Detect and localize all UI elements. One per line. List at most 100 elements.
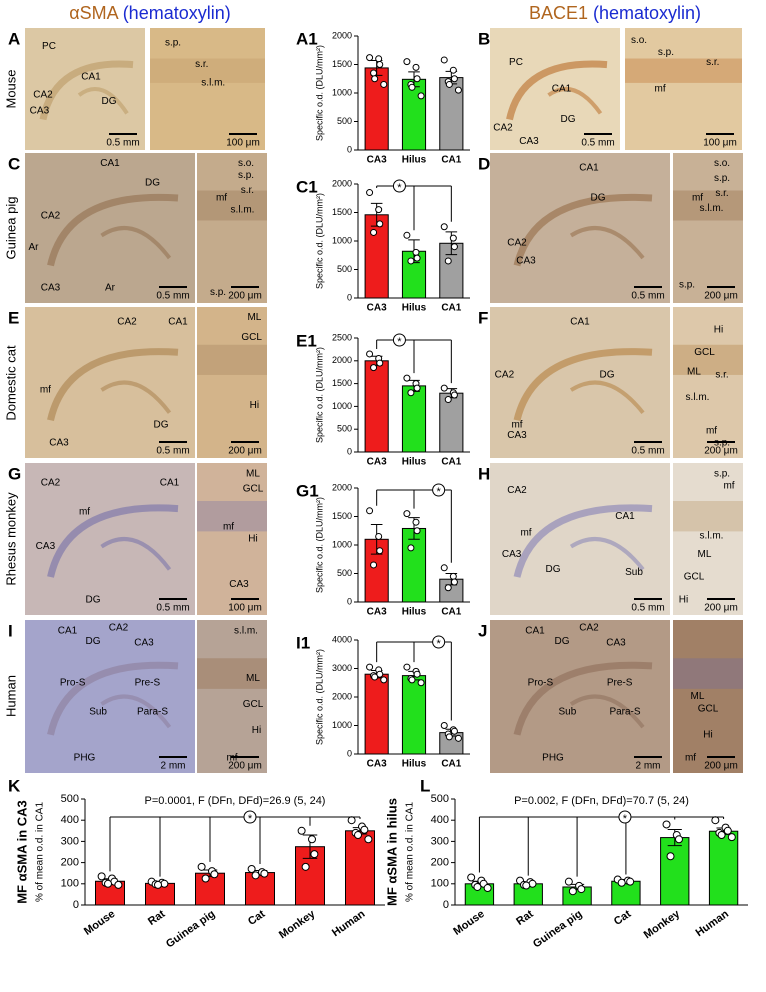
y-tick-label: 200 [431, 857, 449, 869]
region-label: s.p. [165, 37, 181, 48]
region-label: CA1 [570, 317, 590, 328]
data-point [727, 833, 736, 842]
y-axis-subtitle: % of mean o.d. in CA1 [405, 802, 416, 902]
y-tick-label: 1000 [332, 720, 352, 730]
panel-letter: E1 [296, 331, 317, 350]
x-tick-label: CA1 [441, 759, 461, 770]
scale-label: 200 μm [228, 291, 262, 302]
region-label: s.o. [714, 158, 730, 169]
data-point [440, 722, 448, 729]
region-label: CA2 [507, 238, 527, 249]
x-tick-label: Monkey [277, 908, 318, 942]
data-point [366, 663, 374, 671]
data-point [450, 75, 458, 83]
region-label: mf [685, 752, 696, 763]
data-point [247, 864, 256, 873]
panel-letter: K [8, 776, 21, 795]
stain-layer [673, 658, 743, 689]
data-point [375, 532, 383, 540]
region-label: CA1 [579, 163, 599, 174]
region-label: GCL [243, 483, 264, 494]
data-point [417, 92, 425, 100]
dentate-gyrus [569, 537, 645, 571]
region-label: CA1 [168, 317, 188, 328]
species-label: Guinea pig [3, 197, 18, 260]
significance-bracket [376, 641, 452, 721]
y-tick-label: 1500 [332, 378, 352, 388]
data-point [717, 831, 726, 840]
data-point [210, 870, 219, 879]
panel-letter: A [8, 29, 20, 48]
stain-layer [673, 501, 743, 532]
micrograph [673, 153, 743, 303]
micrograph [490, 307, 670, 458]
y-tick-label: 2000 [332, 355, 352, 365]
region-label: s.l.m. [234, 625, 258, 636]
region-label: Para-S [609, 706, 640, 717]
x-tick-label: CA3 [367, 457, 387, 468]
x-tick-label: Hilus [402, 457, 427, 468]
y-axis-title: Specific o.d. (DLU/mm²) [314, 347, 324, 443]
tissue-band [506, 60, 608, 121]
scale-label: 0.5 mm [631, 603, 664, 614]
region-label: Pro-S [528, 677, 554, 688]
header-part: αSMA [69, 3, 118, 23]
micrograph [490, 620, 670, 773]
region-label: CA1 [525, 625, 545, 636]
panel-letter: I [8, 621, 13, 640]
micrograph [25, 28, 145, 150]
y-tick-label: 500 [337, 568, 352, 578]
y-tick-label: 500 [61, 793, 79, 805]
micrograph [197, 620, 267, 773]
dentate-gyrus [100, 537, 172, 571]
tissue-band [513, 504, 653, 578]
region-label: mf [223, 521, 234, 532]
data-point [366, 189, 374, 197]
x-tick-label: Hilus [402, 303, 427, 314]
region-label: Sub [89, 706, 107, 717]
region-label: DG [555, 636, 570, 647]
y-tick-label: 2000 [332, 178, 352, 188]
scale-label: 2 mm [636, 761, 661, 772]
x-tick-label: CA3 [367, 759, 387, 770]
region-label: CA2 [109, 622, 129, 633]
region-label: CA3 [502, 549, 522, 560]
micrograph [673, 463, 743, 615]
data-point [160, 879, 169, 888]
data-point [403, 374, 411, 382]
stain-layer [150, 58, 265, 83]
stain-layer [197, 190, 267, 221]
data-point [444, 257, 452, 265]
header-part: BACE1 [529, 3, 588, 23]
species-label: Domestic cat [3, 345, 18, 421]
x-tick-label: Mouse [82, 908, 117, 938]
y-tick-label: 500 [337, 424, 352, 434]
y-tick-label: 100 [431, 878, 449, 890]
data-point [407, 257, 415, 265]
data-point [617, 878, 626, 887]
micrograph [625, 28, 742, 150]
data-point [662, 820, 671, 829]
region-label: s.l.m. [201, 78, 225, 89]
y-tick-label: 4000 [332, 634, 352, 644]
panel-letter: I1 [296, 633, 310, 652]
scale-label: 0.5 mm [156, 446, 189, 457]
y-tick-label: 0 [347, 144, 352, 154]
region-label: mf [723, 480, 734, 491]
region-label: GCL [698, 703, 719, 714]
data-point [674, 835, 683, 844]
data-point [417, 679, 425, 687]
region-label: CA3 [30, 106, 50, 117]
data-point [380, 80, 388, 88]
region-label: mf [511, 419, 522, 430]
region-label: Hi [250, 400, 259, 411]
region-label: s.p. [210, 287, 226, 298]
micrograph [150, 28, 265, 150]
y-tick-label: 0 [347, 446, 352, 456]
region-label: Hi [714, 324, 723, 335]
x-tick-label: Guinea pig [164, 908, 217, 950]
region-label: ML [698, 549, 712, 560]
data-point [666, 852, 675, 861]
region-label: CA3 [36, 541, 56, 552]
data-point [403, 58, 411, 66]
